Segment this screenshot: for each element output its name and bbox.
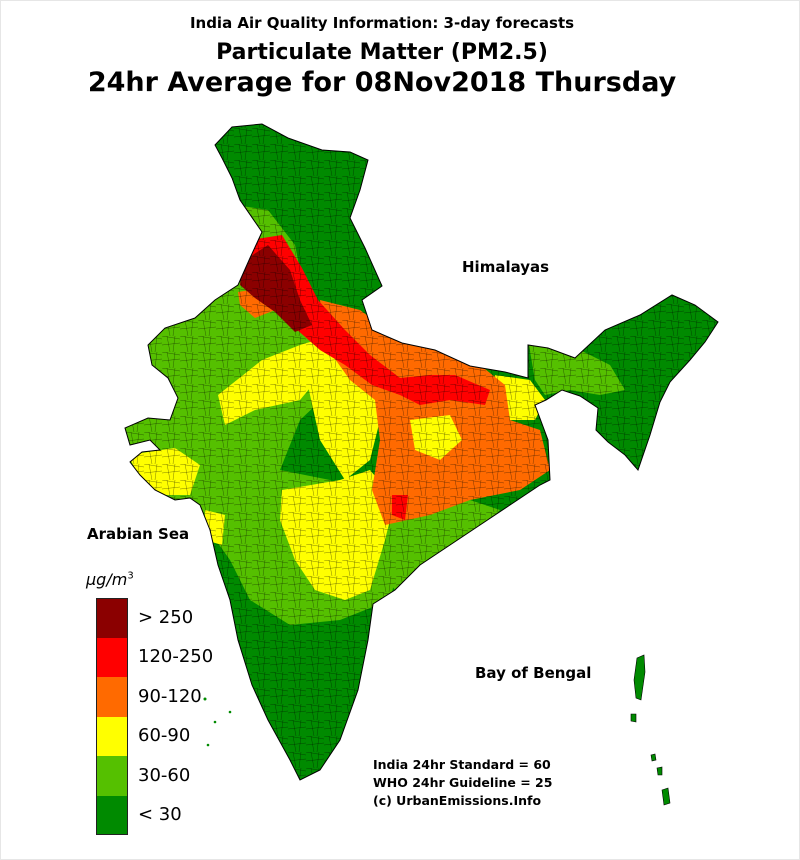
bay-of-bengal-label: Bay of Bengal [475, 664, 592, 682]
pollutant-title: Particulate Matter (PM2.5) [216, 40, 548, 65]
standards-notes: India 24hr Standard = 60 WHO 24hr Guidel… [373, 756, 552, 810]
forecast-subtitle: India Air Quality Information: 3-day for… [189, 14, 575, 32]
legend-label: < 30 [138, 804, 182, 826]
legend-swatch [96, 795, 128, 835]
arabian-sea-label: Arabian Sea [87, 525, 190, 543]
india-outline [124, 123, 719, 781]
legend-swatch [96, 716, 128, 756]
date-title: 24hr Average for 08Nov2018 Thursday [87, 67, 677, 98]
andaman-nicobar-islands [630, 654, 671, 806]
legend-unit: μg/m3 [86, 570, 134, 589]
legend-label: 30-60 [138, 764, 191, 786]
credit-note: (c) UrbanEmissions.Info [373, 793, 542, 808]
legend-label: 120-250 [138, 646, 214, 668]
legend-swatch [96, 598, 128, 638]
lakshadweep-islands [203, 697, 232, 747]
himalayas-label: Himalayas [462, 258, 550, 276]
legend-swatch [96, 637, 128, 677]
legend-swatch [96, 677, 128, 717]
legend-label: 90-120 [138, 685, 202, 707]
who-guideline-note: WHO 24hr Guideline = 25 [373, 775, 553, 790]
legend-swatch [96, 756, 128, 796]
india-standard-note: India 24hr Standard = 60 [373, 757, 551, 772]
legend-label: 60-90 [138, 725, 191, 747]
legend-label: > 250 [138, 606, 194, 628]
pm25-legend-colorbar [96, 598, 128, 835]
